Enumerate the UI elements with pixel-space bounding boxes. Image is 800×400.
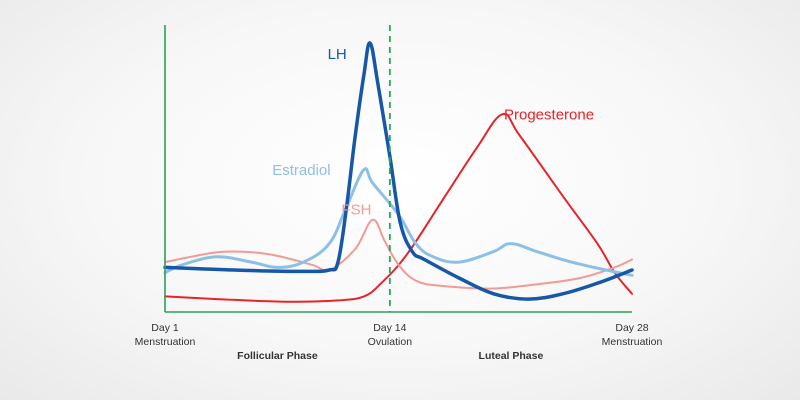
x-tick-label-day-1: Day 1 bbox=[151, 322, 179, 334]
series-label-estradiol: Estradiol bbox=[272, 162, 330, 179]
x-tick-label-day-28: Day 28 bbox=[615, 322, 648, 334]
series-line-fsh bbox=[164, 218, 633, 290]
phase-label-follicular-phase: Follicular Phase bbox=[237, 350, 318, 362]
series-label-fsh: FSH bbox=[341, 202, 371, 219]
x-tick-label-menstruation: Menstruation bbox=[602, 336, 663, 348]
x-tick-label-menstruation: Menstruation bbox=[135, 336, 196, 348]
series-line-estradiol bbox=[163, 167, 634, 277]
series-line-lh bbox=[163, 41, 634, 301]
x-tick-label-day-14: Day 14 bbox=[373, 322, 406, 334]
series-label-lh: LH bbox=[328, 46, 347, 63]
series-line-progesterone bbox=[164, 112, 633, 303]
x-tick-label-ovulation: Ovulation bbox=[368, 336, 413, 348]
series-label-progesterone: Progesterone bbox=[504, 107, 594, 124]
phase-label-luteal-phase: Luteal Phase bbox=[479, 350, 544, 362]
